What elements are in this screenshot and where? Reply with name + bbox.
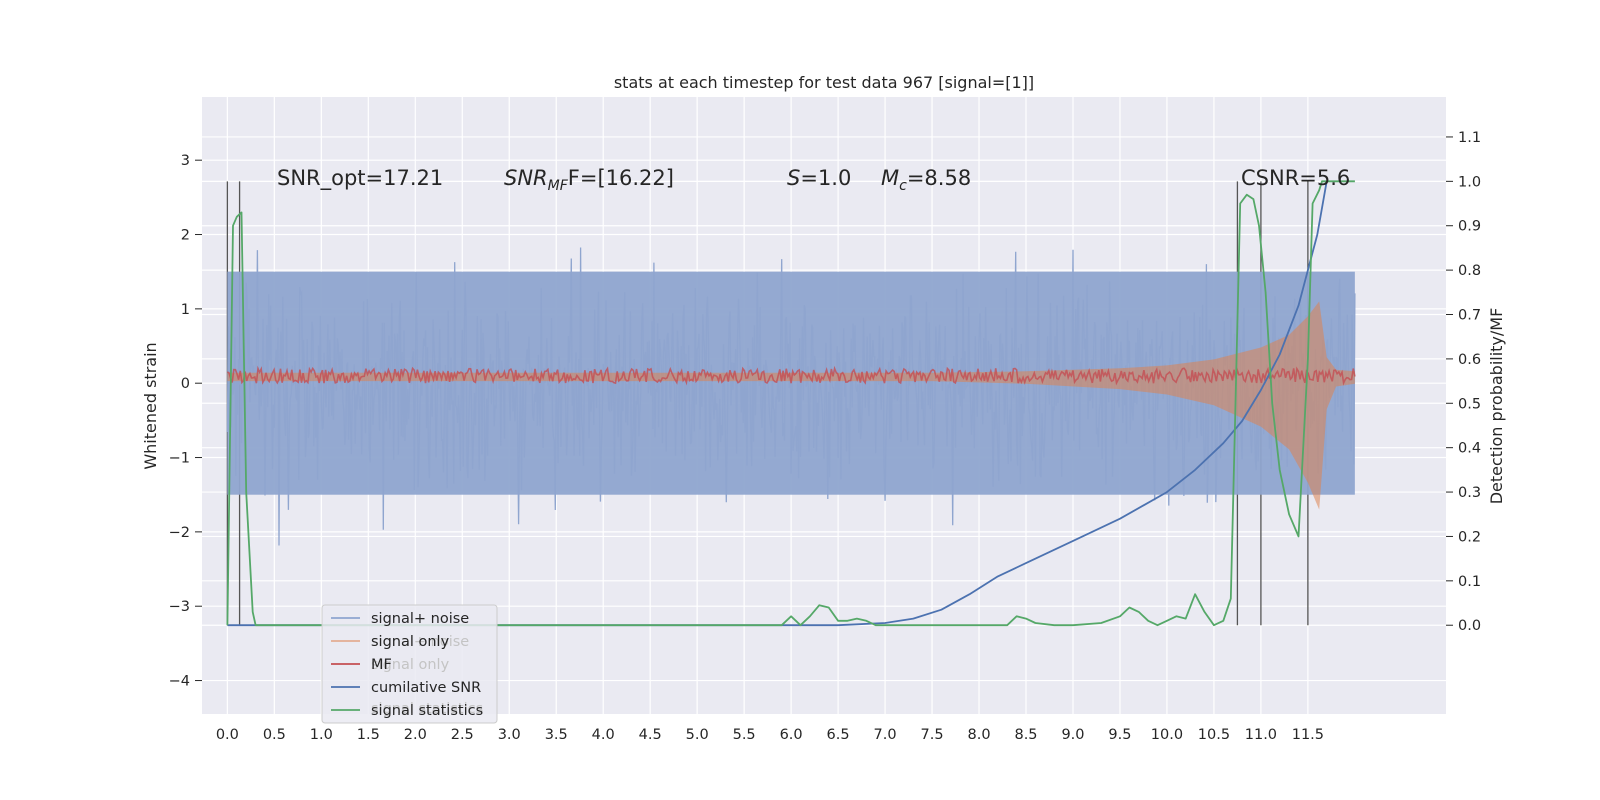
- x-tick-label: 5.0: [686, 727, 709, 743]
- x-tick-label: 6.5: [827, 727, 850, 743]
- y2-axis-ticks: 1.1 1.0 0.9 0.8 0.7 0.6 0.5 0.4 0.3 0.2 0.1 0.0: [1446, 130, 1481, 634]
- y2-tick-label: 0.6: [1458, 352, 1481, 368]
- y2-tick-label: 0.5: [1458, 396, 1481, 412]
- y2-tick-label: 1.1: [1458, 130, 1481, 146]
- y-tick-label: −1: [169, 451, 190, 467]
- y2-tick-label: 0.7: [1458, 308, 1481, 324]
- mf-trace: [226, 365, 1356, 386]
- x-tick-label: 1.0: [310, 727, 333, 743]
- y-axis-ticks: 3 2 1 0 −1 −2 −3 −4: [169, 153, 202, 690]
- y-tick-label: −2: [169, 525, 190, 541]
- x-tick-label: 7.0: [874, 727, 897, 743]
- x-tick-label: 8.0: [967, 727, 990, 743]
- y2-tick-label: 0.2: [1458, 529, 1481, 545]
- legend-ghost-text-3: signal statistics: [371, 701, 483, 717]
- annotation-s: S=1.0: [787, 166, 851, 190]
- x-tick-label: 10.5: [1198, 727, 1230, 743]
- x-tick-label: 11.5: [1292, 727, 1324, 743]
- legend-label: signal only: [371, 634, 450, 650]
- y-tick-label: 1: [181, 302, 190, 318]
- y2-axis-label: Detection probability/MF: [1487, 308, 1506, 505]
- y-tick-label: 0: [181, 376, 190, 392]
- series-cumulative-snr: [227, 181, 1328, 627]
- x-tick-label: 3.5: [545, 727, 568, 743]
- x-tick-label: 5.5: [733, 727, 756, 743]
- y2-tick-label: 0.3: [1458, 485, 1481, 501]
- y-axis-label: Whitened strain: [141, 342, 160, 469]
- mc-sub: c: [899, 178, 907, 194]
- y2-tick-label: 0.0: [1458, 618, 1481, 634]
- snr-mf-sub: MF: [548, 178, 569, 194]
- y2-tick-label: 0.9: [1458, 219, 1481, 235]
- legend-ghost-text-2: signal only: [371, 657, 450, 673]
- x-tick-label: 2.0: [404, 727, 427, 743]
- y2-tick-label: 0.1: [1458, 574, 1481, 590]
- annotation-csnr: CSNR=5.6: [1241, 166, 1350, 190]
- x-tick-label: 3.0: [498, 727, 521, 743]
- x-tick-label: 11.0: [1245, 727, 1277, 743]
- s-value: =1.0: [800, 166, 851, 190]
- series-signal-statistics: [226, 180, 1355, 627]
- chart-title: stats at each timestep for test data 967…: [614, 73, 1034, 92]
- x-tick-label: 7.5: [921, 727, 944, 743]
- mc-value: =8.58: [907, 166, 971, 190]
- legend-label: signal statistics: [371, 703, 483, 719]
- x-axis-ticks: 0.0 0.5 1.0 1.5 2.0 2.5 3.0 3.5 4.0 4.5 5.0 5.5 6.0 6…: [216, 727, 1324, 743]
- legend-ghost-text-1: signal+ noise: [371, 634, 469, 650]
- mc-main: M: [881, 166, 899, 190]
- signal-statistics-line: [226, 180, 1355, 627]
- y-tick-label: 2: [181, 228, 190, 244]
- x-tick-label: 4.0: [592, 727, 615, 743]
- cumulative-snr-line: [227, 181, 1328, 627]
- snr-mf-main: SNR: [504, 166, 548, 190]
- x-tick-label: 0.0: [216, 727, 239, 743]
- annotation-mc: Mc=8.58: [881, 166, 971, 194]
- y-tick-label: −3: [169, 599, 190, 615]
- snr-mf-value: F=[16.22]: [568, 166, 674, 190]
- y-tick-label: 3: [181, 153, 190, 169]
- legend-label: cumilative SNR: [371, 680, 481, 696]
- y2-tick-label: 0.8: [1458, 263, 1481, 279]
- x-tick-label: 6.0: [780, 727, 803, 743]
- y2-tick-label: 0.4: [1458, 441, 1481, 457]
- annotation-snr-mf: SNRMFF=[16.22]: [504, 166, 674, 194]
- y-tick-label: −4: [169, 674, 190, 690]
- x-tick-label: 4.5: [639, 727, 662, 743]
- annotation-snr-opt: SNR_opt=17.21: [277, 166, 443, 191]
- legend: signal+ noise signal only signal statist…: [321, 604, 498, 724]
- x-tick-label: 9.5: [1108, 727, 1131, 743]
- legend-label: MF: [371, 657, 392, 673]
- series-mf: [226, 365, 1356, 386]
- x-tick-label: 2.5: [451, 727, 474, 743]
- x-tick-label: 1.5: [357, 727, 380, 743]
- x-tick-label: 0.5: [263, 727, 286, 743]
- x-tick-label: 8.5: [1014, 727, 1037, 743]
- y2-tick-label: 1.0: [1458, 174, 1481, 190]
- x-tick-label: 10.0: [1151, 727, 1183, 743]
- legend-box: [321, 604, 498, 724]
- s-label: S: [787, 166, 800, 190]
- legend-label: signal+ noise: [371, 611, 469, 627]
- x-tick-label: 9.0: [1061, 727, 1084, 743]
